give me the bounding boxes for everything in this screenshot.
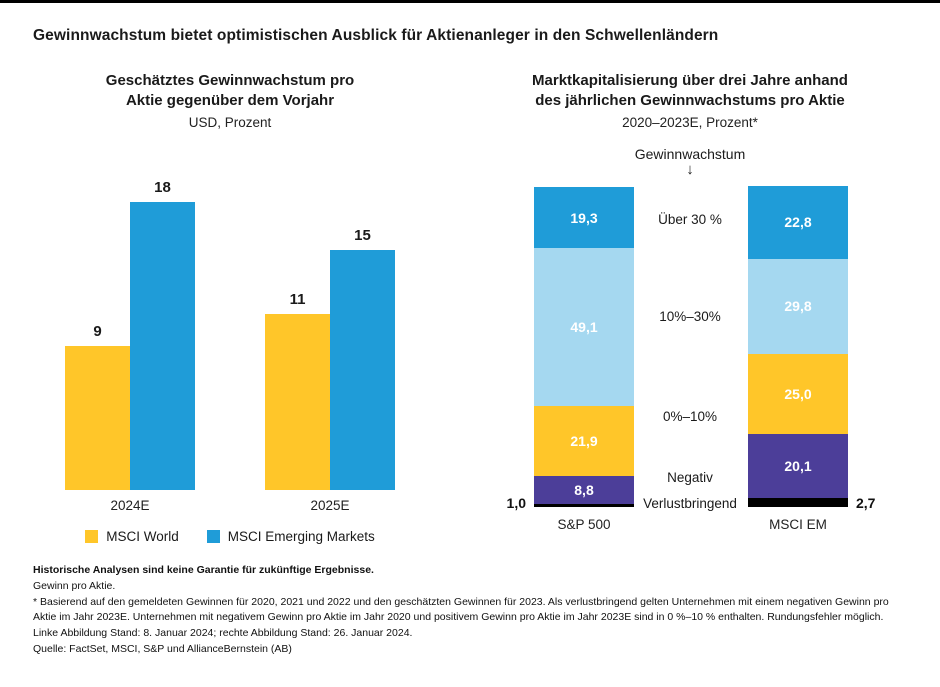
segment-value-label-ber-30-s-p-500: 19,3 [570, 209, 598, 226]
category-label-0-10: 0%–10% [662, 409, 718, 424]
x-axis-label-2025e: 2025E [310, 497, 350, 513]
category-label-ber-30: Über 30 % [658, 212, 722, 227]
category-label-verlustbringend: Verlustbringend [643, 496, 737, 511]
category-label-10-30: 10%–30% [659, 309, 721, 324]
segment-outside-label-s-p-500: 1,0 [506, 495, 526, 511]
down-arrow-icon: ↓ [686, 160, 694, 178]
segment-negativ-msci-em: 20,1 [748, 434, 848, 499]
legend-item-msci-emerging-markets: MSCI Emerging Markets [206, 528, 375, 544]
segment-0-10-msci-em: 25,0 [748, 354, 848, 435]
left-chart: Geschätztes Gewinnwachstum pro Aktie geg… [30, 71, 430, 544]
footnotes: Historische Analysen sind keine Garantie… [33, 563, 911, 658]
legend-item-msci-world: MSCI World [85, 529, 179, 544]
left-chart-plot: 9 18 11 15 [30, 140, 430, 490]
bar-wrap: 11 [265, 291, 330, 490]
bar-value-label-msci-emerging-markets-2025e: 15 [354, 226, 371, 244]
right-chart-plot: 1,0 19,3 49,1 21,9 8,8 S&P 500 2,7 22,8 29,8 25,0… [470, 183, 910, 532]
bar-value-label-msci-emerging-markets-2024e: 18 [154, 178, 171, 196]
segment-10-30-s-p-500: 49,1 [534, 248, 634, 406]
segment-value-label-10-30-msci-em: 29,8 [784, 298, 812, 315]
left-chart-x-axis: 2024E 2025E [30, 498, 430, 513]
segment-ber-30-msci-em: 22,8 [748, 185, 848, 259]
bar-group-2025e: 11 15 [265, 227, 395, 490]
stacked-bar-msci-em: 22,8 29,8 25,0 20,1 [748, 185, 848, 507]
bar-value-label-msci-world-2024e: 9 [93, 322, 102, 340]
left-chart-subtitle: USD, Prozent [188, 114, 272, 130]
x-axis-label-msci-em: MSCI EM [769, 517, 827, 532]
x-axis-label-2024e: 2024E [110, 497, 150, 513]
footnote-line-0: Historische Analysen sind keine Garantie… [33, 564, 374, 576]
stacked-bar-s-p-500: 19,3 49,1 21,9 8,8 [534, 186, 634, 507]
segment-value-label-negativ-s-p-500: 8,8 [574, 481, 594, 498]
left-chart-legend: MSCI World MSCI Emerging Markets [30, 529, 430, 544]
segment-negativ-s-p-500: 8,8 [534, 475, 634, 504]
left-chart-title: Geschätztes Gewinnwachstum pro Aktie geg… [105, 72, 355, 110]
segment-value-label-negativ-msci-em: 20,1 [784, 458, 812, 475]
bar-msci-emerging-markets-2024e [130, 201, 195, 490]
right-chart-title: Marktkapitalisierung über drei Jahre anh… [532, 72, 848, 110]
x-axis-label-s-p-500: S&P 500 [557, 517, 611, 532]
bar-value-label-msci-world-2025e: 11 [289, 290, 306, 308]
bar-msci-world-2025e [265, 313, 330, 490]
footnote-line-3: Linke Abbildung Stand: 8. Januar 2024; r… [33, 627, 413, 639]
category-label-negativ: Negativ [667, 470, 713, 485]
right-chart-subtitle: 2020–2023E, Prozent* [622, 114, 758, 130]
segment-ber-30-s-p-500: 19,3 [534, 186, 634, 249]
segment-10-30-msci-em: 29,8 [748, 258, 848, 355]
segment-verlustbringend-msci-em [748, 498, 848, 507]
legend-swatch-msci-emerging-markets [206, 529, 220, 543]
footnote-line-2: * Basierend auf den gemeldeten Gewinnen … [33, 595, 889, 624]
legend-label-msci-world: MSCI World [106, 528, 179, 544]
bar-msci-emerging-markets-2025e [330, 249, 395, 490]
legend-label-msci-emerging-markets: MSCI Emerging Markets [227, 528, 375, 544]
segment-value-label-0-10-msci-em: 25,0 [784, 386, 812, 403]
legend-swatch-msci-world [85, 529, 99, 543]
segment-0-10-s-p-500: 21,9 [534, 405, 634, 476]
growth-annotation-label: Gewinnwachstum [634, 145, 746, 162]
segment-value-label-ber-30-msci-em: 22,8 [784, 214, 812, 231]
footnote-line-1: Gewinn pro Aktie. [33, 579, 116, 592]
bar-wrap: 15 [330, 227, 395, 490]
bar-wrap: 9 [65, 323, 130, 490]
bar-wrap: 18 [130, 179, 195, 490]
segment-value-label-10-30-s-p-500: 49,1 [570, 319, 598, 336]
segment-value-label-0-10-s-p-500: 21,9 [570, 432, 598, 449]
page-title: Gewinnwachstum bietet optimistischen Aus… [33, 27, 719, 44]
segment-verlustbringend-s-p-500 [534, 503, 634, 507]
segment-outside-label-msci-em: 2,7 [856, 495, 876, 511]
right-chart: Marktkapitalisierung über drei Jahre anh… [470, 71, 910, 532]
bar-msci-world-2024e [65, 345, 130, 490]
bar-group-2024e: 9 18 [65, 179, 195, 490]
footnote-line-4: Quelle: FactSet, MSCI, S&P und AllianceB… [33, 642, 292, 655]
